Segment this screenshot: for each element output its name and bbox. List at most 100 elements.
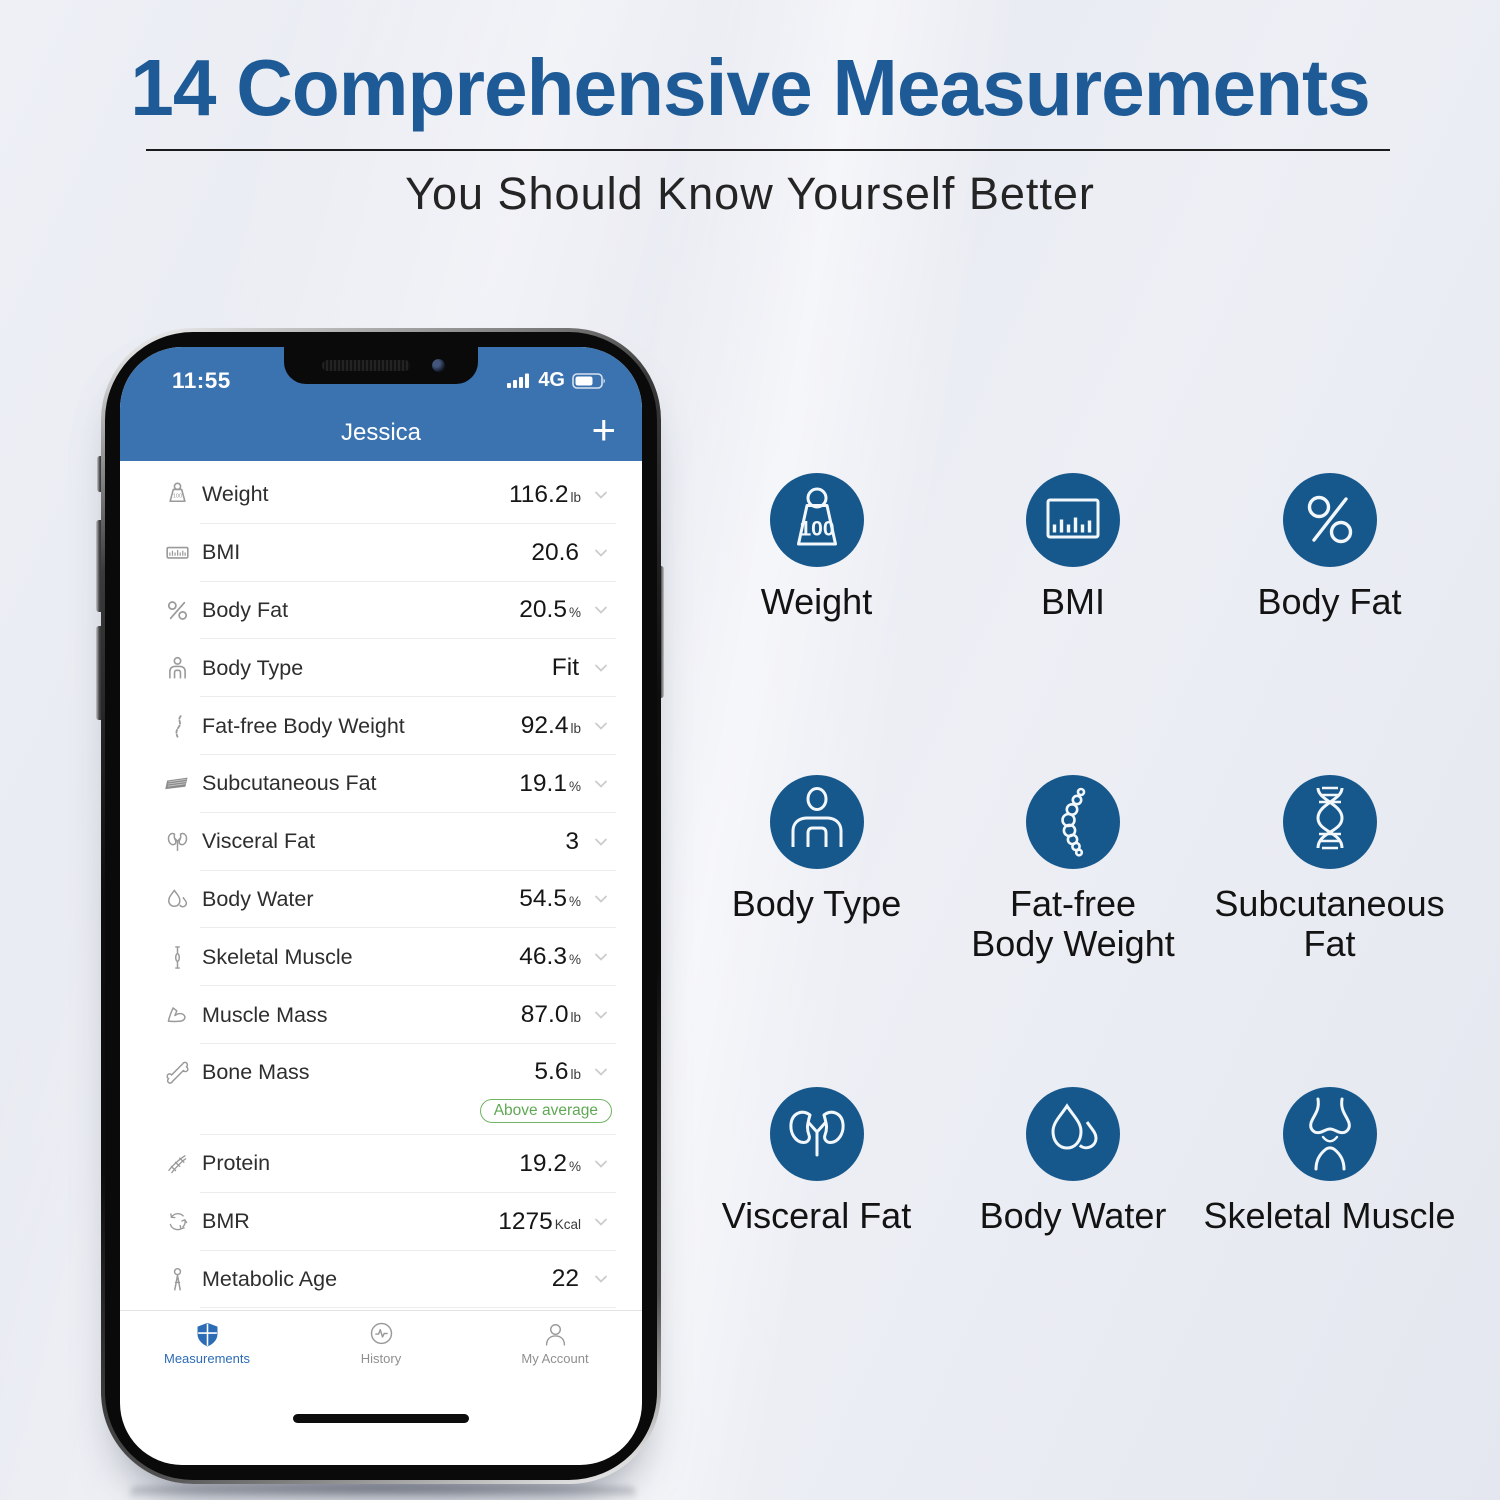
tab-measurements[interactable]: Measurements — [120, 1311, 294, 1375]
body-water-icon — [164, 886, 191, 913]
feature-weight: 100 Weight — [690, 473, 943, 622]
weight-circle-icon: 100 — [769, 473, 864, 567]
table-row[interactable]: 100 Weight 116.2 lb — [120, 466, 642, 524]
home-indicator[interactable] — [293, 1414, 469, 1423]
tab-label: History — [360, 1350, 402, 1366]
row-label: Muscle Mass — [202, 1002, 328, 1027]
user-name-title: Jessica — [340, 418, 422, 446]
feature-label: BMI — [1040, 581, 1105, 622]
table-row[interactable]: Body Water 54.5% — [120, 871, 642, 929]
tab-label: My Account — [521, 1350, 589, 1366]
chevron-down-icon[interactable] — [590, 946, 612, 968]
row-value: 87.0 lb — [520, 1001, 581, 1029]
battery-icon — [572, 372, 608, 390]
tab-label: Measurements — [164, 1350, 250, 1366]
feature-subcutaneous-fat: Subcutaneous Fat — [1203, 775, 1456, 963]
tab-my-account[interactable]: My Account — [468, 1311, 642, 1375]
feature-label: Body Type — [731, 883, 902, 924]
status-bar: 11:55 4G — [120, 347, 642, 404]
chevron-down-icon[interactable] — [590, 1211, 612, 1233]
table-row[interactable]: Metabolic Age 22 — [120, 1251, 642, 1309]
chevron-down-icon[interactable] — [590, 1153, 612, 1175]
feature-label: Skeletal Muscle — [1203, 1195, 1456, 1236]
chevron-down-icon[interactable] — [590, 484, 612, 506]
chevron-down-icon[interactable] — [590, 1268, 612, 1290]
feature-label: Fat-free Body Weight — [971, 883, 1175, 964]
chevron-down-icon[interactable] — [590, 888, 612, 910]
table-row[interactable]: Muscle Mass 87.0 lb — [120, 986, 642, 1044]
phone-reflection — [130, 1487, 636, 1500]
shield-icon — [194, 1321, 221, 1348]
chevron-down-icon[interactable] — [590, 773, 612, 795]
mute-switch — [97, 456, 104, 492]
visceral-fat-circle-icon — [769, 1087, 864, 1181]
feature-body-type: Body Type — [690, 775, 943, 963]
row-value: Fit — [551, 654, 579, 682]
feature-skeletal-muscle: Skeletal Muscle — [1203, 1087, 1456, 1236]
row-value: 19.2% — [519, 1149, 581, 1177]
chevron-down-icon[interactable] — [590, 715, 612, 737]
skeletal-muscle-circle-icon — [1282, 1087, 1377, 1181]
add-button[interactable]: + — [591, 406, 616, 453]
bmi-circle-icon — [1026, 473, 1120, 567]
row-label: Metabolic Age — [202, 1266, 338, 1291]
row-value: 92.4 lb — [520, 712, 581, 740]
chevron-down-icon[interactable] — [590, 542, 612, 564]
pulse-icon — [368, 1321, 395, 1348]
feature-label: Subcutaneous Fat — [1214, 883, 1445, 964]
chevron-down-icon[interactable] — [590, 599, 612, 621]
table-row[interactable]: Body Type Fit — [120, 639, 642, 697]
app-nav-bar: Jessica + — [120, 404, 642, 461]
table-row[interactable]: BMI 20.6 — [120, 524, 642, 582]
feature-label: Body Water — [979, 1195, 1167, 1236]
volume-down-button — [96, 626, 104, 720]
table-row[interactable]: Skeletal Muscle 46.3% — [120, 928, 642, 986]
row-label: Fat-free Body Weight — [202, 713, 405, 738]
table-row[interactable]: Subcutaneous Fat 19.1% — [120, 755, 642, 813]
row-value: 54.5% — [519, 885, 581, 913]
chevron-down-icon[interactable] — [590, 831, 612, 853]
row-value: 19.1% — [519, 769, 581, 797]
table-row[interactable]: BMR 1275 Kcal — [120, 1193, 642, 1251]
network-type-label: 4G — [538, 369, 565, 391]
row-label: Visceral Fat — [202, 829, 316, 854]
muscle-mass-icon — [164, 1002, 191, 1029]
measurements-list: 100 Weight 116.2 lb BMI 20.6 Body Fat 20.… — [120, 461, 642, 1310]
chevron-down-icon[interactable] — [590, 657, 612, 679]
feature-grid-row-2: Body Type Fat-free Body Weight Subcutane… — [690, 775, 1456, 963]
table-row[interactable]: Fat-free Body Weight 92.4 lb — [120, 697, 642, 755]
row-label: Weight — [202, 482, 269, 507]
bmr-icon — [164, 1208, 191, 1235]
table-row[interactable]: Protein 19.2% — [120, 1135, 642, 1193]
chevron-down-icon[interactable] — [590, 1004, 612, 1026]
svg-text:100: 100 — [173, 494, 182, 500]
bmi-icon — [164, 539, 191, 566]
row-label: BMI — [202, 540, 241, 565]
status-badge: Above average — [479, 1098, 612, 1123]
front-camera-icon — [432, 359, 445, 372]
feature-body-fat: Body Fat — [1203, 473, 1456, 622]
table-row[interactable]: Visceral Fat 3 — [120, 813, 642, 871]
subcutaneous-fat-circle-icon — [1282, 775, 1377, 869]
status-time: 11:55 — [172, 367, 231, 393]
body-fat-icon — [164, 597, 191, 624]
row-value: 20.5% — [519, 596, 581, 624]
svg-text:100: 100 — [799, 518, 834, 541]
speaker-grille-icon — [322, 360, 410, 371]
chevron-down-icon[interactable] — [590, 1061, 612, 1083]
title-divider — [146, 149, 1390, 151]
feature-visceral-fat: Visceral Fat — [690, 1087, 943, 1236]
protein-icon — [164, 1150, 191, 1177]
row-value: 20.6 — [531, 538, 579, 566]
page-title: 14 Comprehensive Measurements — [130, 43, 1371, 132]
row-label: BMR — [202, 1209, 250, 1234]
row-label: Body Type — [202, 655, 304, 680]
volume-up-button — [96, 520, 104, 612]
table-row[interactable]: Body Fat 20.5% — [120, 582, 642, 640]
table-row[interactable]: Bone Mass 5.6 lb Above average — [120, 1044, 642, 1135]
phone-notch — [284, 347, 478, 384]
fat-free-weight-icon — [164, 713, 191, 740]
feature-grid-row-3: Visceral Fat Body Water Skeletal Muscle — [690, 1087, 1456, 1236]
tab-history[interactable]: History — [294, 1311, 468, 1375]
